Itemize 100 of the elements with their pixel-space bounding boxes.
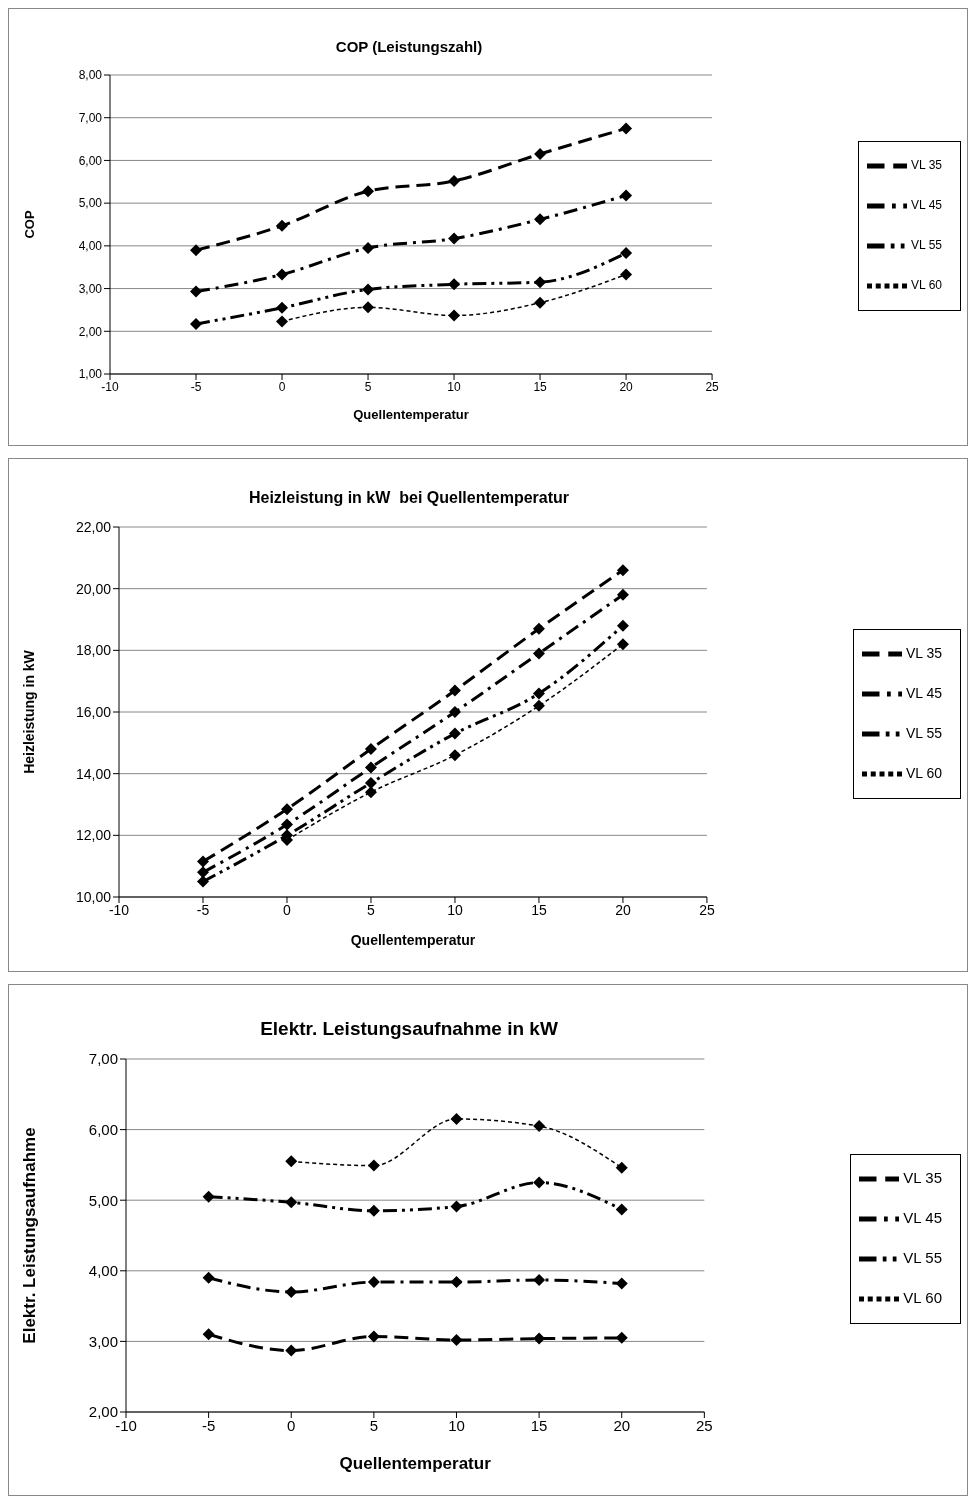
point	[533, 1120, 546, 1133]
point	[367, 1276, 380, 1289]
y-tick-label: 6,00	[88, 1120, 118, 1138]
legend-label: VL 60	[905, 764, 942, 781]
y-tick-label: 4,00	[88, 1262, 118, 1280]
point	[285, 1155, 298, 1168]
y-axis-title: Elektr. Leistungsaufnahme	[20, 1127, 40, 1344]
x-tick-label: -10	[101, 379, 119, 394]
point	[616, 588, 629, 601]
x-tick-label: 10	[447, 901, 463, 918]
legend-label: VL 60	[911, 278, 942, 293]
point	[533, 1273, 546, 1286]
x-axis-title: Quellentemperatur	[350, 932, 476, 948]
point	[364, 786, 377, 799]
legend-label: VL 60	[903, 1288, 942, 1306]
legend-label: VL 45	[905, 684, 942, 701]
y-tick-label: 5,00	[88, 1191, 118, 1209]
point	[534, 276, 547, 289]
point	[448, 278, 461, 291]
y-tick-label: 1,00	[78, 367, 103, 382]
point	[615, 1203, 628, 1216]
legend-label: VL 35	[903, 1168, 942, 1186]
point	[190, 285, 203, 298]
point	[362, 283, 375, 296]
point	[532, 687, 545, 700]
x-tick-label: 5	[369, 1416, 379, 1434]
point	[616, 638, 629, 651]
legend-label: VL 35	[911, 158, 942, 173]
y-tick-label: 12,00	[75, 827, 112, 844]
point	[615, 1331, 628, 1344]
point	[616, 564, 629, 577]
point	[620, 189, 633, 202]
point	[202, 1190, 215, 1203]
x-tick-label: 0	[278, 379, 286, 394]
y-tick-label: 3,00	[78, 281, 103, 296]
point	[615, 1277, 628, 1290]
y-tick-label: 14,00	[75, 765, 112, 782]
y-tick-label: 2,00	[78, 324, 103, 339]
y-tick-label: 7,00	[88, 1050, 118, 1068]
point	[280, 818, 293, 831]
point	[616, 619, 629, 632]
point	[620, 122, 633, 135]
point	[620, 247, 633, 260]
x-axis-title: Quellentemperatur	[339, 1454, 492, 1473]
legend-label: VL 55	[905, 724, 942, 741]
point	[202, 1271, 215, 1284]
point	[190, 318, 203, 331]
point	[364, 743, 377, 755]
point	[450, 1276, 463, 1289]
legend-label: VL 55	[911, 238, 942, 253]
point	[276, 268, 289, 281]
y-tick-label: 8,00	[78, 68, 103, 83]
point	[202, 1328, 215, 1341]
point	[450, 1200, 463, 1213]
point	[276, 301, 289, 314]
point	[532, 622, 545, 635]
point	[532, 699, 545, 712]
x-tick-label: 20	[613, 1416, 631, 1434]
y-tick-label: 7,00	[78, 110, 103, 125]
x-tick-label: -5	[201, 1416, 216, 1434]
x-tick-label: 25	[696, 1416, 713, 1434]
point	[448, 727, 461, 740]
x-tick-label: 15	[530, 1416, 548, 1434]
x-tick-label: 15	[531, 901, 547, 918]
point	[448, 706, 461, 718]
point	[362, 185, 375, 198]
chart-title: Heizleistung in kW bei Quellentemperatur	[247, 489, 571, 507]
y-tick-label: 2,00	[88, 1403, 118, 1421]
point	[362, 301, 375, 314]
point	[450, 1333, 463, 1346]
point	[448, 749, 461, 762]
point	[448, 684, 461, 697]
point	[285, 1344, 298, 1357]
x-tick-label: 20	[615, 901, 631, 918]
point	[615, 1161, 628, 1174]
x-tick-label: 25	[705, 379, 720, 394]
x-tick-label: -10	[115, 1416, 137, 1434]
x-tick-label: -5	[190, 379, 202, 394]
x-tick-label: 15	[533, 379, 548, 394]
y-tick-label: 3,00	[88, 1332, 118, 1350]
point	[448, 232, 461, 245]
y-axis-title: COP	[21, 210, 37, 239]
y-tick-label: 20,00	[75, 580, 112, 597]
legend-label: VL 35	[905, 644, 942, 661]
y-axis-title: Heizleistung in kW	[20, 649, 37, 774]
legend-label: VL 45	[903, 1208, 942, 1226]
x-tick-label: -5	[196, 901, 210, 918]
y-tick-label: 4,00	[78, 239, 103, 254]
y-tick-label: 16,00	[75, 703, 112, 720]
point	[532, 647, 545, 660]
y-tick-label: 22,00	[75, 518, 112, 535]
point	[534, 148, 547, 161]
x-tick-label: 5	[367, 901, 376, 918]
point	[364, 776, 377, 789]
y-tick-label: 5,00	[78, 196, 103, 211]
point	[285, 1196, 298, 1209]
point	[280, 803, 293, 816]
x-tick-label: 20	[619, 379, 634, 394]
chart-title: COP (Leistungszahl)	[334, 38, 484, 55]
chart-title: Elektr. Leistungsaufnahme in kW	[259, 1018, 559, 1040]
